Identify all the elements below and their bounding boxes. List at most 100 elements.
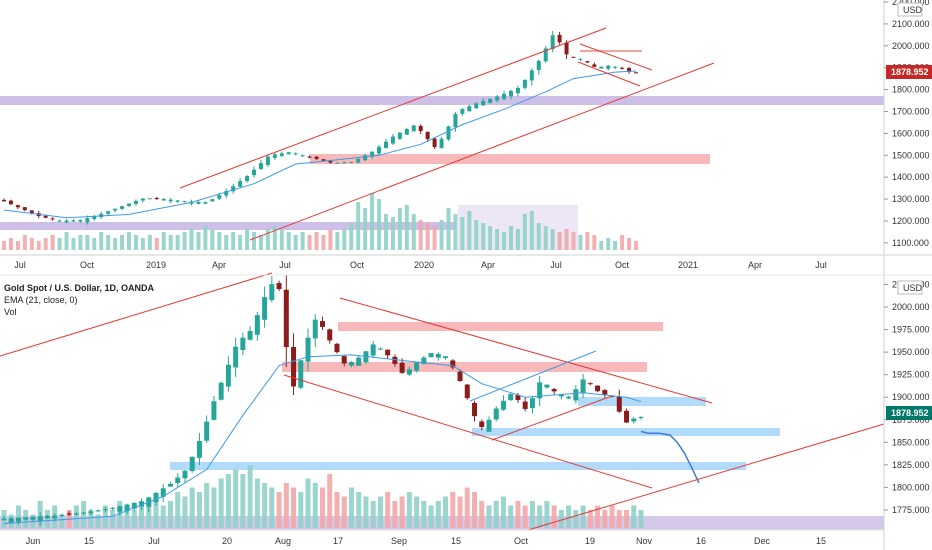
candle-body: [522, 79, 527, 88]
candle-body: [481, 100, 486, 106]
candle-body: [102, 509, 108, 511]
candle-body: [283, 289, 289, 348]
daily-price-axis[interactable]: 1775.0001800.0001825.0001850.0001875.000…: [884, 280, 930, 515]
volume-bar: [414, 496, 420, 528]
candle-body: [196, 440, 202, 458]
candle-body: [265, 156, 270, 165]
volume-bar: [515, 501, 521, 528]
flag-lower: [577, 61, 641, 87]
volume-bar: [254, 478, 260, 528]
candle-body: [453, 113, 458, 128]
candle-body: [210, 199, 215, 202]
candle-body: [585, 61, 590, 63]
candle-body: [22, 207, 27, 211]
support-zone-1170: [0, 222, 455, 230]
candle-body: [139, 501, 145, 507]
volume-bar: [377, 199, 382, 250]
volume-bar: [428, 505, 434, 528]
volume-bar: [161, 232, 166, 250]
candle-body: [327, 329, 333, 341]
volume-bar: [120, 235, 125, 250]
time-tick-label: Jul: [279, 260, 291, 270]
volume-bar: [95, 514, 101, 528]
volume-bar: [479, 501, 485, 528]
candle-body: [474, 103, 479, 109]
volume-bar: [544, 501, 550, 528]
volume-bar: [404, 205, 409, 250]
volume-bar: [247, 465, 253, 528]
time-tick-label: 2020: [414, 260, 434, 270]
daily-time-axis[interactable]: Jun 15 Jul 20 Aug 17 Sep 15 Oct 19 Nov 16 Dec 15: [26, 536, 826, 546]
candle-body: [428, 353, 434, 358]
volume-bar: [585, 232, 590, 250]
channel-upper: [179, 27, 607, 189]
candle-body: [432, 138, 437, 148]
candle-body: [293, 153, 298, 155]
candle-body: [92, 215, 97, 220]
volume-bar: [312, 483, 318, 528]
candle-body: [418, 125, 423, 132]
weekly-time-axis[interactable]: Jul Oct 2019 Apr Jul Oct 2020 Apr Jul Oct 2021 Apr J…: [14, 260, 827, 270]
volume-bar: [57, 238, 62, 250]
volume-bar: [2, 241, 6, 250]
volume-bar: [595, 505, 601, 528]
volume-bar: [488, 226, 493, 250]
volume-bar: [269, 487, 275, 528]
volume-bar: [59, 514, 65, 528]
usd-unit-top: USD: [903, 5, 923, 15]
resistance-zone-1930: [282, 362, 647, 372]
volume-bar: [529, 211, 534, 250]
candle-body: [446, 126, 451, 140]
candle-body: [217, 195, 222, 199]
volume-bar: [272, 226, 277, 250]
volume-bar: [638, 510, 644, 528]
resistance-zone-1975: [338, 322, 663, 331]
candle-body: [383, 141, 388, 148]
candle-body: [370, 344, 376, 356]
blue-zone-1820: [170, 462, 746, 470]
volume-bar: [283, 483, 289, 528]
candle-body: [472, 402, 478, 417]
volume-bar: [348, 487, 354, 528]
candle-body: [356, 357, 362, 366]
time-tick-label: Oct: [514, 536, 529, 546]
time-tick-label: Jun: [26, 536, 41, 546]
candle-body: [44, 515, 50, 519]
candle-body: [377, 146, 382, 154]
time-tick-label: 15: [816, 536, 826, 546]
volume-bar: [314, 232, 319, 250]
candle-body: [435, 353, 441, 358]
candle-body: [168, 199, 173, 202]
volume-bar: [457, 496, 463, 528]
candle-body: [23, 517, 29, 520]
volume-bar: [341, 496, 347, 528]
candle-body: [464, 384, 470, 399]
usd-unit-box-bottom[interactable]: [897, 280, 923, 295]
candle-body: [508, 394, 514, 401]
candle-body: [161, 198, 166, 201]
volume-bar: [328, 229, 333, 250]
usd-unit-box-top[interactable]: [897, 2, 923, 17]
volume-bar: [543, 226, 548, 250]
candle-body: [73, 513, 79, 515]
candle-body: [479, 421, 485, 427]
volume-bar: [418, 220, 423, 250]
time-tick-label: 19: [585, 536, 595, 546]
candle-body: [43, 215, 48, 218]
volume-bar: [450, 492, 456, 528]
weekly-price-axis[interactable]: 1100.000 1200.000 1300.000 1400.000 1500.000…: [884, 0, 930, 248]
candle-body: [557, 34, 562, 43]
weekly-volume: [2, 193, 638, 250]
candle-body: [328, 160, 333, 163]
time-tick-label: Oct: [80, 260, 95, 270]
price-tick-label: 1775.000: [892, 505, 930, 515]
candle-body: [341, 356, 347, 364]
volume-bar: [481, 223, 486, 250]
volume-bar: [64, 232, 69, 250]
volume-bar: [606, 238, 611, 250]
volume-bar: [15, 241, 20, 250]
price-tick-label: 1800.000: [892, 85, 930, 95]
volume-bar: [439, 220, 444, 250]
daily-candles: [1, 274, 644, 526]
